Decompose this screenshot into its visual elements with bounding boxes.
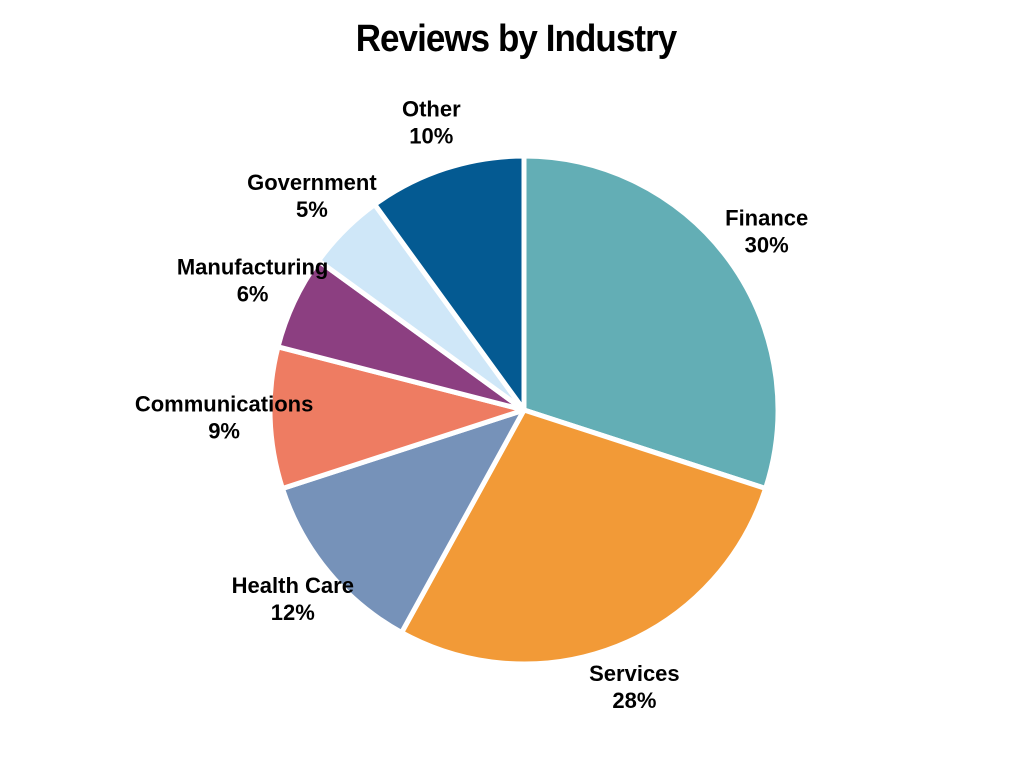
slice-label-value: 10% xyxy=(409,124,453,149)
slice-label-name: Health Care xyxy=(232,573,354,598)
slice-label-government: Government 5% xyxy=(247,170,377,222)
slice-label-value: 5% xyxy=(296,197,328,222)
pie-slice-services xyxy=(399,407,769,667)
pie-slice-finance xyxy=(521,153,781,491)
slice-label-name: Communications xyxy=(135,391,313,416)
slice-label-communications: Communications 9% xyxy=(135,391,313,443)
slice-label-services: Services 28% xyxy=(589,661,680,713)
slice-label-name: Finance xyxy=(725,206,808,231)
slice-label-health-care: Health Care 12% xyxy=(232,573,354,625)
slice-label-manufacturing: Manufacturing 6% xyxy=(177,254,329,306)
slice-label-value: 12% xyxy=(271,600,315,625)
slice-label-name: Other xyxy=(402,97,461,122)
slice-label-value: 28% xyxy=(612,688,656,713)
slice-label-value: 6% xyxy=(237,281,269,306)
labels-layer: Finance 30% Services 28% Health Care 12% Commu… xyxy=(135,97,808,713)
slice-label-value: 30% xyxy=(745,233,789,258)
slice-label-name: Manufacturing xyxy=(177,254,329,279)
pie-slice-other xyxy=(372,153,527,413)
slice-label-name: Services xyxy=(589,661,680,686)
slices-layer xyxy=(267,153,781,667)
slice-label-other: Other 10% xyxy=(402,97,461,149)
chart-title: Reviews by Industry xyxy=(355,18,678,60)
pie-slice-communications xyxy=(267,344,527,491)
slice-label-value: 9% xyxy=(208,418,240,443)
slice-label-finance: Finance 30% xyxy=(725,206,808,258)
pie-slice-health-care xyxy=(279,407,527,636)
slice-label-name: Government xyxy=(247,170,377,195)
